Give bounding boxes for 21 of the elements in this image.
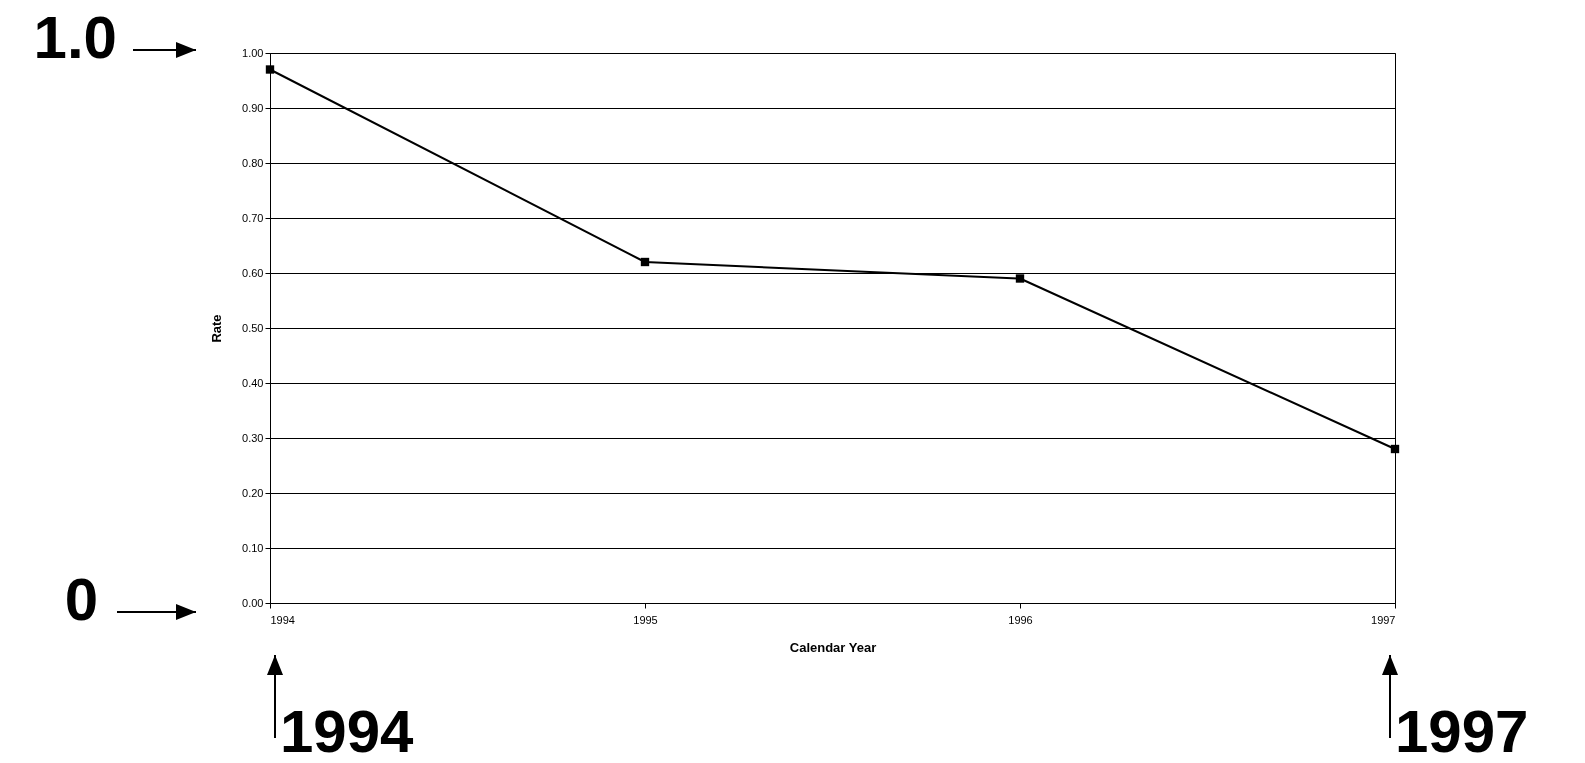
y-tick-label: 0.20 [242,486,264,499]
y-tick-label: 1.00 [242,46,264,59]
y-tick-label: 0.80 [242,156,264,169]
y-tick-label: 0.00 [242,596,264,609]
x-tick-label: 1995 [633,613,658,626]
y-tick-label: 0.30 [242,431,264,444]
y-tick-label: 0.90 [242,101,264,114]
y-tick-label: 0.40 [242,376,264,389]
text: 1997 [1395,698,1529,763]
y-tick-label: 0.50 [242,321,264,334]
y-tick-label: 0.60 [242,266,264,279]
y-tick-label: 0.70 [242,211,264,224]
y-tick-label: 0.10 [242,541,264,554]
x-tick-label: 1996 [1008,613,1033,626]
x-axis-title: Calendar Year [789,639,877,655]
y-axis-title: Rate [209,314,225,343]
x-tick-label: 1997 [1371,613,1396,626]
text: 0 [64,566,98,633]
x-tick-label: 1994 [270,613,295,626]
text: 1994 [280,698,415,763]
text: 1.0 [33,4,117,71]
